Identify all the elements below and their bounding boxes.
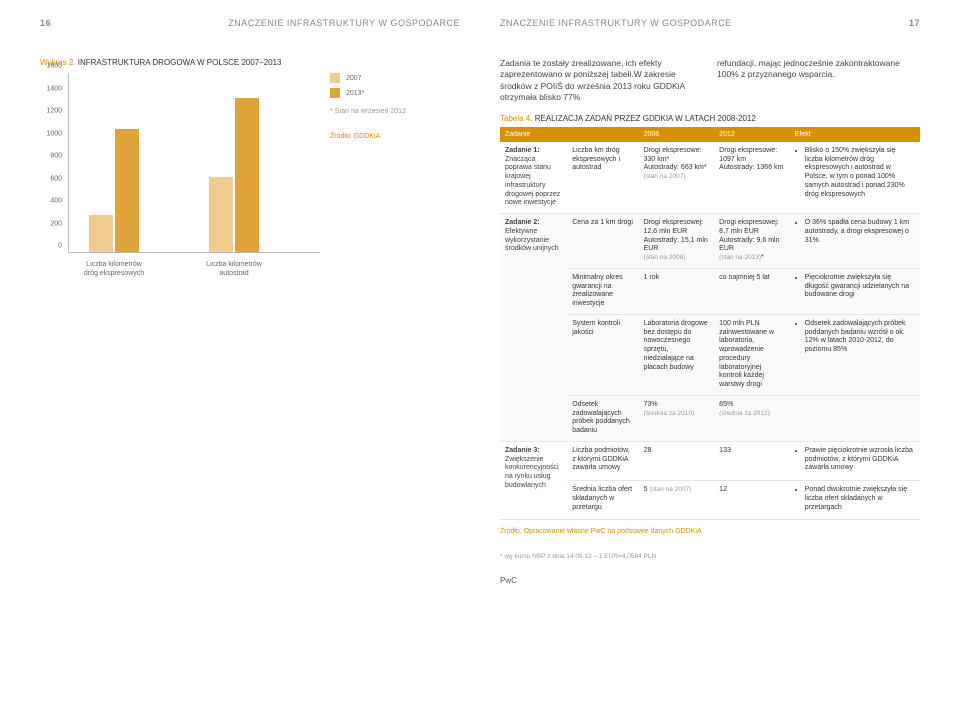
table-effect-cell	[790, 395, 920, 441]
right-header-title: ZNACZENIE INFRASTRUKTURY W GOSPODARCE	[500, 18, 732, 28]
left-header-title: ZNACZENIE INFRASTRUKTURY W GOSPODARCE	[228, 18, 460, 28]
table-cell: Minimalny okres gwarancji na zrealizowan…	[567, 268, 638, 314]
table-cell: Zadanie 2:Efektywne wykorzystanie środkó…	[500, 214, 567, 442]
table-cell: Drogi ekspresowe: 330 km*Autostrady: 663…	[639, 142, 715, 214]
chart-legend: 2007 2013* * Stan na wrzesień 2013 Źródł…	[330, 73, 460, 140]
table-cell: co najmniej 5 lat	[714, 268, 790, 314]
table-cell: Zadanie 1:Znacząca poprawa stanu krajowe…	[500, 142, 567, 214]
table-cell: 5 (stan na 2007)	[639, 481, 715, 520]
table-row: Zadanie 1:Znacząca poprawa stanu krajowe…	[500, 142, 920, 214]
table-cell: 133	[714, 441, 790, 480]
right-header: ZNACZENIE INFRASTRUKTURY W GOSPODARCE 17	[500, 18, 920, 28]
table-cell: Liczba podmiotów, z którymi GDDKiA zawar…	[567, 441, 638, 480]
intro-text: Zadania te zostały zrealizowane, ich efe…	[500, 58, 920, 104]
bar-2013	[235, 98, 259, 252]
chart-caption: Wykres 2. INFRASTRUKTURA DROGOWA W POLSC…	[40, 58, 460, 67]
table-caption: Tabela 4. REALIZACJA ZADAŃ PRZEZ GDDKIA …	[500, 114, 920, 123]
table-title: REALIZACJA ZADAŃ PRZEZ GDDKIA W LATACH 2…	[535, 114, 756, 123]
table-row: Zadanie 2:Efektywne wykorzystanie środkó…	[500, 214, 920, 269]
data-table: Zadanie 20082012Efekt Zadanie 1:Znacząca …	[500, 127, 920, 521]
left-page: 16 ZNACZENIE INFRASTRUKTURY W GOSPODARCE…	[0, 0, 480, 710]
legend-swatch-2007	[330, 73, 340, 83]
plot-area: Liczba kilometrówdróg ekspresowychLiczba…	[68, 73, 320, 253]
table-cell: Odsetek zadowalających próbek poddanych …	[567, 395, 638, 441]
x-axis-label: Liczba kilometrówautostrad	[184, 261, 284, 278]
y-tick: 200	[50, 220, 62, 227]
table-source: Źródło: Opracowanie własne PwC na podsta…	[500, 528, 920, 535]
table-cell: 100 mln PLN zainwestowane w laboratoria,…	[714, 314, 790, 395]
table-header-cell: 2008	[639, 127, 715, 142]
y-tick: 400	[50, 198, 62, 205]
right-page: ZNACZENIE INFRASTRUKTURY W GOSPODARCE 17…	[480, 0, 960, 710]
bar-2007	[209, 177, 233, 252]
legend-note: * Stan na wrzesień 2013	[330, 108, 460, 115]
table-cell: Drogi ekspresowe: 1097 kmAutostrady: 136…	[714, 142, 790, 214]
table-header-cell: 2012	[714, 127, 790, 142]
y-tick: 1400	[46, 85, 62, 92]
table-row: Zadanie 3:Zwiększenie konkurencyjności n…	[500, 441, 920, 480]
bar-chart: 16001400120010008006004002000 Liczba kil…	[40, 73, 460, 283]
bar-2007	[89, 215, 113, 252]
y-tick: 0	[58, 243, 62, 250]
table-header-cell	[567, 127, 638, 142]
y-axis: 16001400120010008006004002000	[40, 73, 64, 253]
table-cell: Laboratoria drogowe bez dostępu do nowoc…	[639, 314, 715, 395]
table-cell: Liczba km dróg ekspresowych i autostrad	[567, 142, 638, 214]
table-effect-cell: O 36% spadła cena budowy 1 km autostrady…	[790, 214, 920, 269]
legend-label: 2013*	[346, 90, 364, 97]
table-effect-cell: Prawie pięciokrotnie wzrosła liczba podm…	[790, 441, 920, 480]
x-axis-label: Liczba kilometrówdróg ekspresowych	[64, 261, 164, 278]
table-cell: Zadanie 3:Zwiększenie konkurencyjności n…	[500, 441, 567, 520]
legend-item: 2007	[330, 73, 460, 83]
table-cell: 73%(średnia za 2010)	[639, 395, 715, 441]
table-cell: 28	[639, 441, 715, 480]
table-header-cell: Efekt	[790, 127, 920, 142]
table-effect-cell: Pięciokrotnie zwiększyła się długość gwa…	[790, 268, 920, 314]
y-tick: 1600	[46, 63, 62, 70]
table-effect-cell: Blisko o 150% zwiększyła się liczba kilo…	[790, 142, 920, 214]
legend-label: 2007	[346, 75, 362, 82]
y-tick: 1000	[46, 130, 62, 137]
table-cell: Cena za 1 km drogi	[567, 214, 638, 269]
intro-left: Zadania te zostały zrealizowane, ich efe…	[500, 58, 703, 104]
y-tick: 600	[50, 175, 62, 182]
table-effect-cell: Odsetek zadowalających próbek poddanych …	[790, 314, 920, 395]
table-header-row: Zadanie 20082012Efekt	[500, 127, 920, 142]
chart-source: Źródło: GDDKiA	[330, 133, 460, 140]
y-tick: 800	[50, 153, 62, 160]
pwc-label: PwC	[500, 576, 920, 585]
table-cell: Średnia liczba ofert składanych w przeta…	[567, 481, 638, 520]
table-effect-cell: Ponad dwukrotnie zwiększyła się liczba o…	[790, 481, 920, 520]
table-label: Tabela 4.	[500, 114, 532, 123]
chart-title: INFRASTRUKTURA DROGOWA W POLSCE 2007–201…	[78, 58, 282, 67]
table-cell: 85%(średnia za 2012)	[714, 395, 790, 441]
table-cell: System kontroli jakości	[567, 314, 638, 395]
table-header-cell: Zadanie	[500, 127, 567, 142]
bar-2013	[115, 129, 139, 252]
left-header: 16 ZNACZENIE INFRASTRUKTURY W GOSPODARCE	[40, 18, 460, 28]
intro-right: refundacji, mając jednocześnie zakontrak…	[717, 58, 920, 104]
table-body: Zadanie 1:Znacząca poprawa stanu krajowe…	[500, 142, 920, 520]
page-number-right: 17	[909, 18, 920, 28]
table-cell: 1 rok	[639, 268, 715, 314]
legend-item: 2013*	[330, 88, 460, 98]
table-cell: Drogi ekspresowej: 12,6 mln EURAutostrad…	[639, 214, 715, 269]
page-number-left: 16	[40, 18, 51, 28]
legend-swatch-2013	[330, 88, 340, 98]
table-cell: 12	[714, 481, 790, 520]
footnote: * wg kursu NBP z dnia 14.09.12 – 1 EUR=4…	[500, 553, 920, 560]
y-tick: 1200	[46, 108, 62, 115]
table-cell: Drogi ekspresowej: 8,7 mln EURAutostrady…	[714, 214, 790, 269]
